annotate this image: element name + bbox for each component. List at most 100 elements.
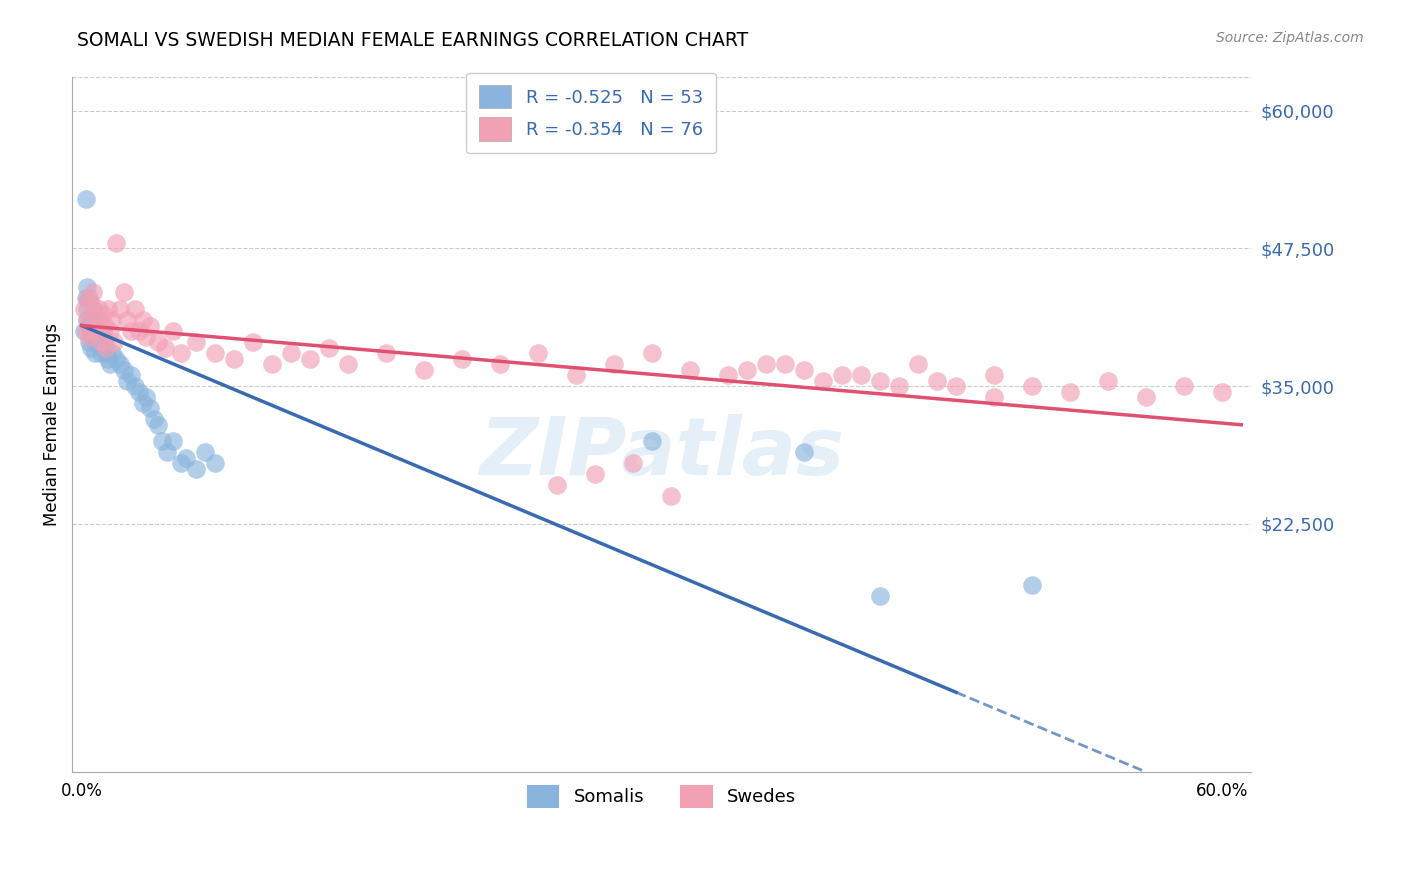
Point [887,379,910,393]
Point [72,301,94,316]
Point [87,313,110,327]
Point [80,324,103,338]
Point [76,291,98,305]
Point [91,324,114,338]
Point [76,301,98,316]
Point [79,318,101,333]
Point [135,329,157,343]
Point [755,357,778,371]
Point [146,417,169,432]
Text: SOMALI VS SWEDISH MEDIAN FEMALE EARNINGS CORRELATION CHART: SOMALI VS SWEDISH MEDIAN FEMALE EARNINGS… [77,31,748,50]
Point [108,357,131,371]
Point [108,301,131,316]
Point [155,341,177,355]
Point [86,324,108,338]
Point [103,334,125,349]
Point [104,235,127,250]
Text: Source: ZipAtlas.com: Source: ZipAtlas.com [1216,31,1364,45]
Point [150,434,173,449]
Point [91,308,114,322]
Point [169,456,191,470]
Point [169,346,191,360]
Point [135,390,157,404]
Point [97,301,120,316]
Point [76,313,98,327]
Point [87,301,110,316]
Point [374,346,396,360]
Point [156,445,179,459]
Point [318,341,340,355]
Point [546,478,568,492]
Point [204,346,226,360]
Point [1021,379,1043,393]
Point [793,362,815,376]
Point [174,450,197,465]
Point [222,351,245,366]
Point [128,384,150,399]
Point [82,285,104,300]
Point [1097,374,1119,388]
Point [621,456,644,470]
Point [139,401,162,416]
Point [112,362,135,376]
Point [101,313,124,327]
Point [869,374,891,388]
Point [811,374,834,388]
Point [82,329,104,343]
Point [80,313,103,327]
Point [76,280,98,294]
Point [927,374,949,388]
Point [849,368,872,383]
Point [184,462,207,476]
Point [336,357,359,371]
Point [72,324,94,338]
Point [527,346,550,360]
Point [1211,384,1233,399]
Point [80,324,103,338]
Point [90,334,112,349]
Point [93,334,115,349]
Point [84,346,107,360]
Point [679,362,702,376]
Point [79,334,101,349]
Point [131,395,153,409]
Point [128,324,150,338]
Point [603,357,626,371]
Point [945,379,967,393]
Point [112,285,135,300]
Point [82,301,104,316]
Point [831,368,853,383]
Point [76,313,98,327]
Point [793,445,815,459]
Point [184,334,207,349]
Point [80,296,103,310]
Point [641,434,664,449]
Point [242,334,264,349]
Point [1021,577,1043,591]
Point [143,412,166,426]
Point [131,313,153,327]
Text: ZIPatlas: ZIPatlas [479,414,844,491]
Point [75,291,97,305]
Point [97,351,120,366]
Point [120,324,142,338]
Point [79,291,101,305]
Point [90,346,112,360]
Point [117,374,139,388]
Point [98,357,121,371]
Point [84,313,107,327]
Point [1135,390,1157,404]
Point [80,341,103,355]
Point [124,301,146,316]
Point [101,346,124,360]
Point [983,368,1005,383]
Point [120,368,142,383]
Point [84,313,107,327]
Point [117,313,139,327]
Point [84,324,107,338]
Point [1173,379,1195,393]
Legend: Somalis, Swedes: Somalis, Swedes [519,778,804,815]
Point [907,357,929,371]
Point [194,445,217,459]
Point [717,368,740,383]
